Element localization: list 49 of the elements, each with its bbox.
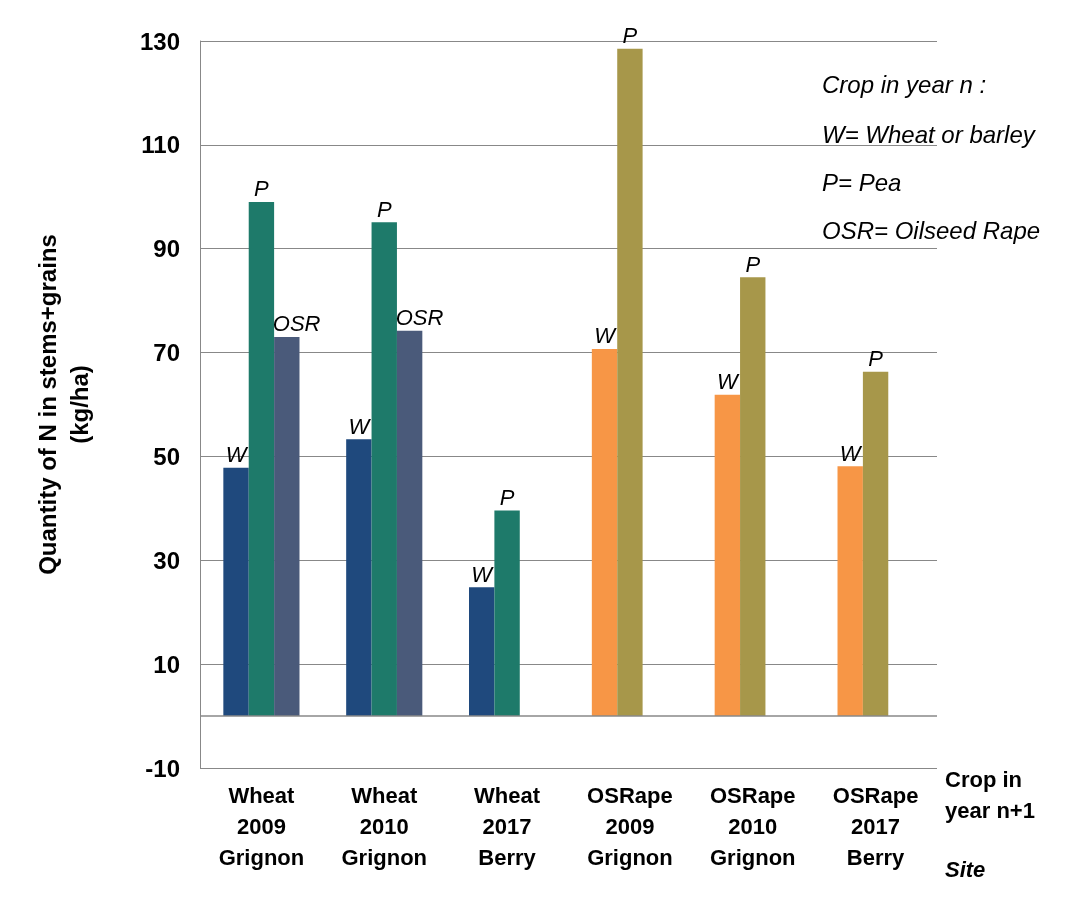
y-tick-label: 50 xyxy=(153,442,180,470)
x-tick-label: Wheat 2017 Berry xyxy=(474,783,541,870)
series-label: W xyxy=(225,442,249,468)
x-axis-title: Crop in year n+1 xyxy=(945,767,1035,823)
x-tick-label: OSRape 2010 Grignon xyxy=(709,783,796,870)
annotation: OSR= Oilseed Rape xyxy=(822,216,1041,244)
bar xyxy=(837,466,863,717)
x-tick-label: OSRape 2017 Berry xyxy=(832,783,919,870)
y-tick-label: 10 xyxy=(153,650,180,678)
bar xyxy=(223,467,249,717)
x-tick-label: Wheat 2009 Grignon xyxy=(218,783,305,870)
bar xyxy=(862,371,889,717)
text: P xyxy=(745,251,761,277)
text: W xyxy=(348,413,370,439)
text: W xyxy=(839,440,861,466)
annotation: W= Wheat or barley xyxy=(822,120,1037,148)
series-label: P xyxy=(254,176,270,202)
bar xyxy=(396,330,423,717)
text: W xyxy=(471,561,493,587)
series-label: OSR xyxy=(395,305,444,331)
text: P xyxy=(622,23,638,49)
bar xyxy=(346,439,372,717)
bar xyxy=(714,394,741,717)
y-tick-label: 30 xyxy=(153,546,180,574)
text: P xyxy=(868,346,883,372)
text: OSR xyxy=(272,311,321,337)
annotation: Crop in year n : xyxy=(822,70,987,98)
bar xyxy=(740,277,766,717)
bar xyxy=(469,587,495,717)
y-tick-label: 130 xyxy=(139,27,180,55)
text: Site xyxy=(945,856,986,882)
x-tick-label: Wheat 2010 Grignon xyxy=(341,783,428,870)
y-tick-label: -10 xyxy=(145,754,180,782)
text: P xyxy=(376,196,392,222)
bar xyxy=(617,48,643,717)
bar xyxy=(274,336,300,717)
bar xyxy=(371,222,397,717)
text: W xyxy=(594,323,615,349)
text: W xyxy=(716,369,738,395)
x-tick-label: OSRape 2009 Grignon xyxy=(587,783,673,870)
y-tick-label: 110 xyxy=(141,131,180,159)
y-axis-title: Quantity of N in stems+grains (kg/ha) xyxy=(33,234,93,575)
bar xyxy=(248,201,275,717)
bar xyxy=(494,510,520,717)
y-tick-label: 70 xyxy=(153,339,180,367)
text: P xyxy=(499,484,515,510)
bar xyxy=(591,348,618,717)
annotation: P= Pea xyxy=(822,168,902,196)
y-tick-label: 90 xyxy=(153,235,180,263)
